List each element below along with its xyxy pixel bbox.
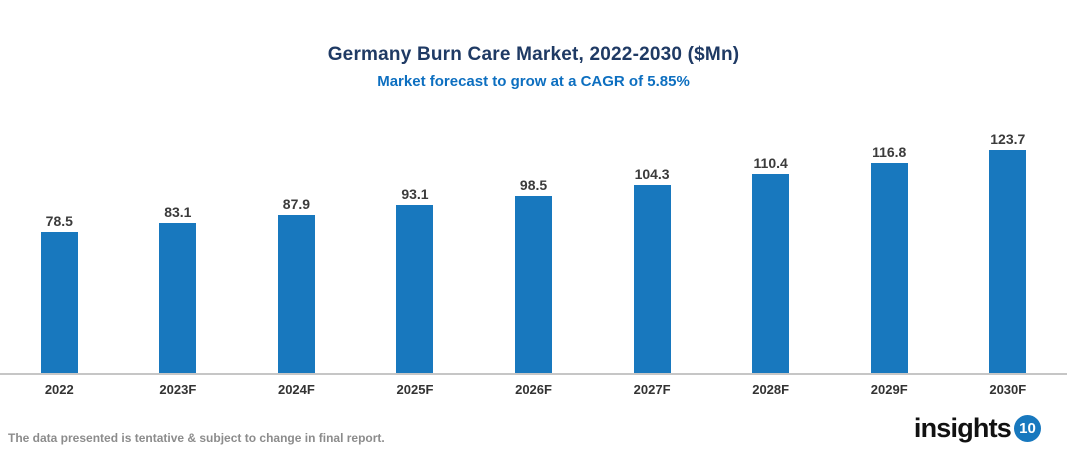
- bar-value-label: 104.3: [634, 166, 670, 183]
- bar: [277, 214, 315, 373]
- plot-area: 78.5 83.1 87.9 93.1 98.5 104.3 110.4 116.8 123.7: [0, 131, 1067, 375]
- bar-value-label: 83.1: [164, 204, 192, 221]
- bar-column: 83.1: [119, 204, 238, 373]
- bar-column: 123.7: [949, 131, 1067, 373]
- bar-column: 93.1: [356, 186, 475, 373]
- bar-chart: 78.5 83.1 87.9 93.1 98.5 104.3 110.4 116.8 123.7…: [0, 131, 1067, 397]
- bar: [159, 223, 197, 373]
- logo-wordmark: insights: [913, 413, 1012, 443]
- bar-value-label: 98.5: [519, 176, 548, 193]
- x-axis-label: 2025F: [396, 382, 434, 397]
- bar-column: 104.3: [593, 166, 712, 373]
- logo-badge-icon: 10: [1014, 415, 1041, 442]
- bar: [396, 205, 434, 373]
- disclaimer-text: The data presented is tentative & subjec…: [8, 431, 385, 445]
- bar: [752, 174, 790, 373]
- x-axis-label: 2022: [44, 382, 74, 397]
- bar-column: 116.8: [830, 144, 949, 373]
- bar-column: 110.4: [711, 155, 830, 373]
- bar: [633, 185, 671, 373]
- bar-value-label: 110.4: [753, 155, 788, 172]
- bar-value-label: 78.5: [45, 212, 73, 229]
- bar-value-label: 93.1: [401, 186, 429, 203]
- x-axis-label: 2023F: [159, 382, 197, 397]
- x-axis: 2022 2023F 2024F 2025F 2026F 2027F 2028F 2029F 2…: [0, 375, 1067, 397]
- x-axis-label: 2027F: [633, 382, 671, 397]
- bar-column: 98.5: [474, 177, 593, 373]
- bar: [870, 162, 908, 373]
- bar-value-label: 123.7: [990, 131, 1026, 148]
- bar: [40, 231, 78, 373]
- bar-value-label: 116.8: [872, 143, 907, 160]
- x-axis-label: 2029F: [870, 382, 908, 397]
- bar: [515, 195, 553, 373]
- bar-column: 87.9: [237, 196, 356, 373]
- chart-subtitle: Market forecast to grow at a CAGR of 5.8…: [377, 73, 690, 90]
- x-axis-label: 2024F: [277, 382, 315, 397]
- bar: [989, 150, 1027, 373]
- chart-title: Germany Burn Care Market, 2022-2030 ($Mn…: [327, 44, 740, 65]
- x-axis-label: 2028F: [752, 382, 790, 397]
- insights10-logo: insights 10: [914, 415, 1041, 442]
- x-axis-label: 2030F: [989, 382, 1027, 397]
- bar-column: 78.5: [0, 213, 119, 373]
- x-axis-label: 2026F: [515, 382, 552, 397]
- bar-value-label: 87.9: [282, 195, 311, 212]
